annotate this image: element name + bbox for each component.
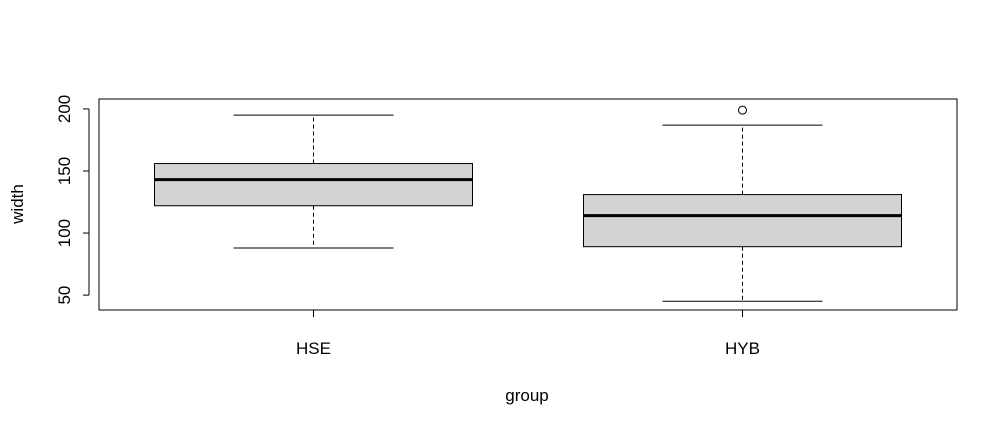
box-hse xyxy=(154,114,473,249)
y-axis-title: width xyxy=(8,184,27,225)
y-tick-label: 200 xyxy=(55,95,74,123)
x-tick-label: HYB xyxy=(725,339,760,358)
iqr-box xyxy=(154,163,473,207)
outlier-point xyxy=(738,105,747,115)
y-tick-label: 150 xyxy=(55,157,74,185)
x-axis: HSE HYB xyxy=(296,310,760,358)
y-tick-label: 50 xyxy=(55,286,74,305)
x-tick-label: HSE xyxy=(296,339,331,358)
y-tick-label: 100 xyxy=(55,219,74,247)
y-axis: 50 100 150 200 xyxy=(55,95,90,305)
iqr-box xyxy=(583,194,902,248)
x-axis-title: group xyxy=(505,386,548,405)
box-series xyxy=(154,105,902,302)
plot-frame xyxy=(98,98,958,311)
box-hyb xyxy=(583,105,902,302)
